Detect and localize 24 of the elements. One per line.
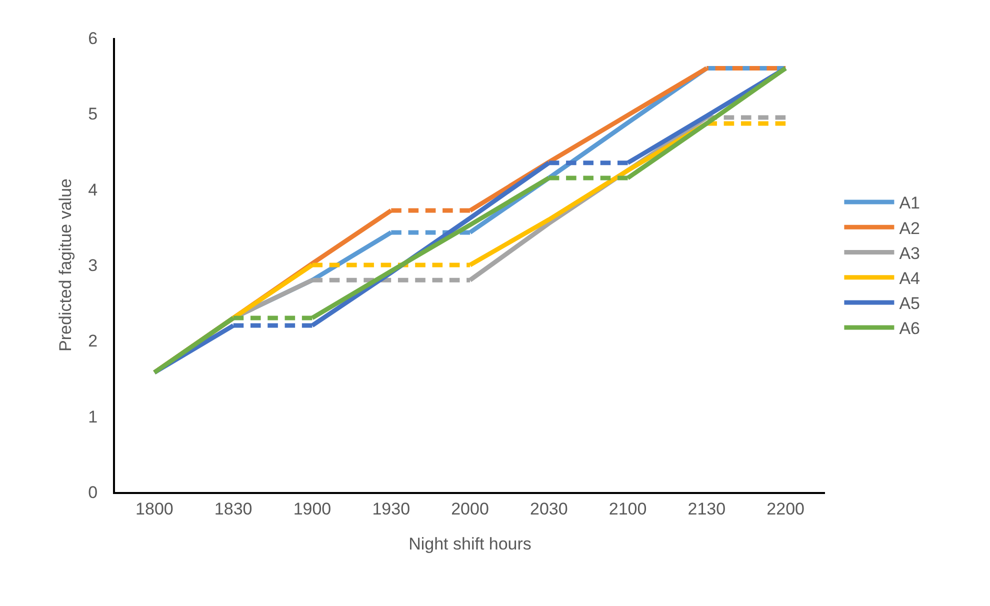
x-tick-label: 2100 — [608, 499, 647, 518]
x-tick-label: 2000 — [451, 499, 489, 518]
x-tick-label: 2030 — [530, 499, 568, 518]
x-tick-label: 1900 — [293, 499, 332, 518]
y-tick-label: 4 — [88, 180, 98, 200]
legend-label: A4 — [899, 268, 920, 288]
x-tick-label: 2130 — [688, 499, 726, 518]
y-tick-label: 6 — [88, 28, 98, 48]
legend-label: A3 — [899, 244, 920, 263]
y-tick-label: 3 — [88, 256, 98, 275]
y-tick-label: 1 — [88, 407, 98, 426]
y-tick-label: 0 — [88, 482, 98, 502]
legend-label: A6 — [899, 319, 920, 338]
x-tick-label: 1830 — [214, 499, 252, 518]
legend-label: A2 — [899, 218, 920, 238]
legend-label: A5 — [899, 294, 920, 314]
legend-label: A1 — [899, 194, 920, 213]
x-tick-label: 1930 — [372, 499, 410, 518]
y-tick-label: 2 — [88, 332, 98, 351]
x-tick-label: 1800 — [136, 499, 174, 518]
x-tick-label: 2200 — [766, 499, 804, 518]
y-tick-label: 5 — [88, 104, 98, 124]
x-axis-title: Night shift hours — [408, 534, 532, 554]
y-axis-title: Predicted fagitue value — [56, 178, 76, 352]
